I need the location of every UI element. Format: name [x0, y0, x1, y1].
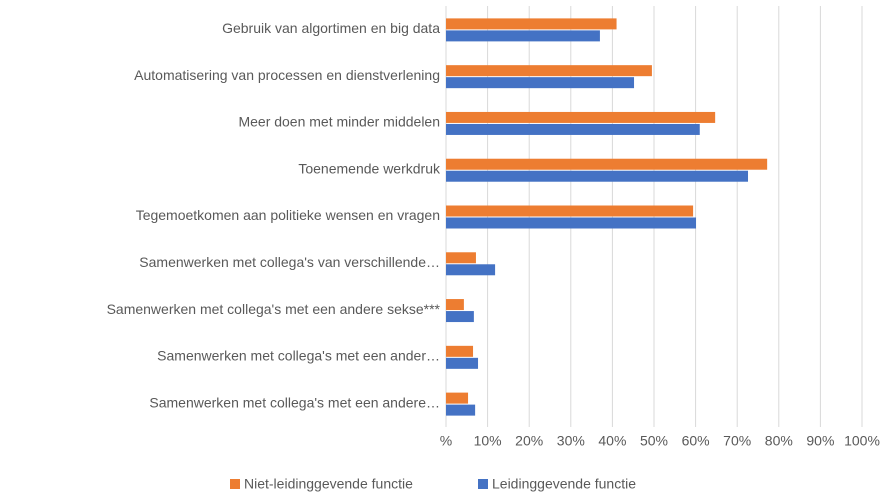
bar — [446, 205, 694, 217]
bar — [446, 252, 476, 264]
y-tick-label: Toenemende werkdruk — [298, 160, 441, 176]
bar — [446, 392, 469, 404]
bar — [446, 158, 768, 170]
y-tick-label: Gebruik van algortimen en big data — [222, 20, 440, 36]
y-tick-label: Automatisering van processen en dienstve… — [134, 67, 440, 83]
legend-swatch — [478, 479, 488, 489]
bar — [446, 299, 464, 311]
x-tick-label: 70% — [723, 433, 751, 449]
bar — [446, 18, 617, 30]
bar — [446, 111, 716, 123]
bar — [446, 65, 652, 77]
bar — [446, 217, 697, 229]
legend-label: Leidinggevende functie — [492, 476, 636, 492]
x-tick-label: % — [440, 433, 452, 449]
x-tick-label: 100% — [844, 433, 880, 449]
y-tick-label: Tegemoetkomen aan politieke wensen en vr… — [136, 207, 440, 223]
y-tick-label: Samenwerken met collega's met een ander… — [157, 348, 440, 364]
y-tick-label: Samenwerken met collega's met een andere… — [149, 394, 440, 410]
x-tick-label: 90% — [806, 433, 834, 449]
x-tick-label: 10% — [474, 433, 502, 449]
bar — [446, 345, 474, 357]
x-tick-label: 50% — [640, 433, 668, 449]
bar — [446, 357, 479, 369]
y-tick-label: Samenwerken met collega's van verschille… — [139, 254, 440, 270]
bar — [446, 30, 600, 42]
x-tick-label: 20% — [515, 433, 543, 449]
bar — [446, 170, 749, 182]
x-tick-label: 80% — [765, 433, 793, 449]
bar — [446, 264, 496, 276]
bar — [446, 77, 635, 89]
y-tick-label: Meer doen met minder middelen — [238, 114, 440, 130]
x-tick-label: 30% — [557, 433, 585, 449]
legend-swatch — [230, 479, 240, 489]
bar — [446, 311, 474, 323]
y-tick-label: Samenwerken met collega's met een andere… — [107, 301, 441, 317]
legend-label: Niet-leidinggevende functie — [244, 476, 413, 492]
bar — [446, 404, 476, 416]
x-tick-label: 40% — [598, 433, 626, 449]
bar — [446, 123, 700, 135]
x-tick-label: 60% — [682, 433, 710, 449]
